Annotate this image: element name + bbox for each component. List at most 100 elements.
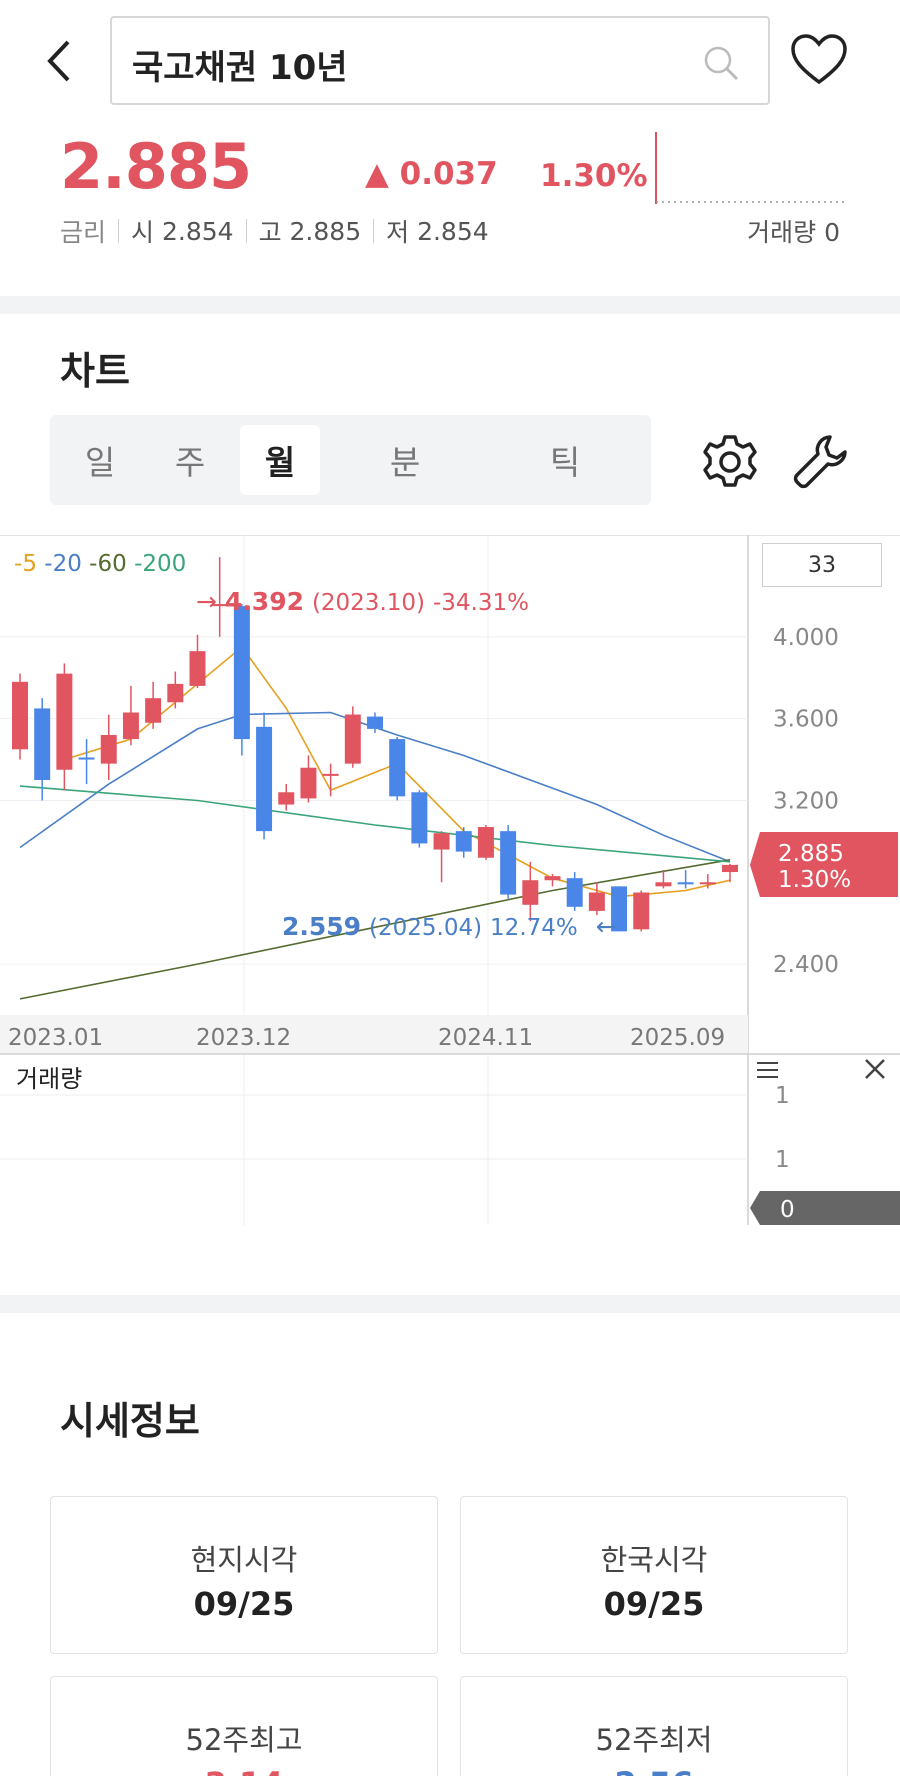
candle (100, 714, 117, 780)
candle (278, 784, 295, 811)
chevron-left-icon (47, 40, 70, 82)
candle-body (300, 767, 317, 799)
candle-body (256, 726, 273, 832)
close-icon[interactable] (865, 1059, 885, 1079)
info-card-value: 3.14 (51, 1765, 437, 1776)
legend-ma200-dash: - (134, 551, 142, 577)
candle (12, 673, 28, 760)
favorite-button[interactable] (790, 34, 848, 86)
candle (344, 706, 361, 768)
volume-summary: 거래량 0 (747, 213, 840, 249)
y-tick-label: 3.600 (773, 707, 839, 733)
price-change: ▲ 0.037 (365, 156, 498, 192)
info-card-value: 2.56 (461, 1765, 847, 1776)
open-label: 시 (131, 218, 155, 247)
x-tick-label: 2024.11 (438, 1025, 533, 1051)
ma-line-200 (19, 785, 731, 863)
top-bar: 국고채권 10년 (0, 0, 900, 120)
divider (118, 219, 120, 243)
volume-pane-title: 거래량 (16, 1065, 82, 1093)
candle (56, 663, 73, 791)
volume-tag-value: 0 (780, 1197, 795, 1223)
x-tick-label: 2023.12 (196, 1025, 291, 1051)
menu-icon[interactable] (757, 1062, 778, 1078)
legend-ma60: 60 (97, 551, 126, 577)
high-value: 2.885 (289, 216, 362, 246)
min-marker: 2.559 (2025.04) 12.74% ← (282, 912, 617, 941)
candle-body (722, 864, 738, 873)
tab-week[interactable]: 주 (174, 443, 206, 482)
divider (245, 219, 247, 243)
y-tick-label: 2.400 (773, 952, 839, 978)
y-tick-label: 4.000 (773, 625, 839, 651)
candle (233, 604, 250, 756)
volume-value-tag: 0 (750, 1191, 900, 1225)
min-arrow: ← (596, 912, 617, 941)
candle-body (389, 739, 406, 797)
candle (566, 872, 583, 911)
legend-ma200: 200 (142, 551, 186, 577)
candle (145, 681, 162, 729)
search-field[interactable]: 국고채권 10년 (110, 16, 770, 105)
back-button[interactable] (40, 36, 80, 86)
candle (477, 825, 494, 860)
info-card-label: 52주최저 (595, 1723, 713, 1757)
tab-day[interactable]: 일 (84, 443, 116, 482)
candle (611, 886, 628, 932)
candle (211, 557, 228, 637)
candle (389, 737, 406, 801)
candle (167, 671, 184, 709)
candle-body (78, 757, 95, 760)
candle-body (433, 833, 450, 850)
legend-ma5-dash: - (14, 551, 22, 577)
candle (633, 890, 650, 932)
chart-period-tabs: 일 주 월 분 틱 (50, 415, 651, 505)
candle-body (167, 683, 184, 703)
divider (373, 219, 375, 243)
info-card-local-time: 현지시각 09/25 (50, 1496, 438, 1654)
tab-minute[interactable]: 분 (389, 443, 421, 482)
candle (411, 790, 428, 848)
y-axis-ticks: 4.000 3.600 3.200 2.400 (773, 625, 839, 978)
candle (122, 685, 139, 746)
candle-body (100, 735, 117, 764)
candle-body (455, 831, 472, 852)
candle (256, 712, 273, 840)
section-divider (0, 1295, 900, 1313)
price-chart[interactable]: 4.000 3.600 3.200 2.400 -5 -20 -60 -200 → 4… (0, 535, 900, 1225)
candle-body (588, 892, 605, 911)
volume-tick-label: 1 (775, 1147, 790, 1173)
legend-ma20-dash: - (44, 551, 52, 577)
candle-body (477, 827, 494, 858)
volume-value: 0 (824, 218, 840, 247)
moving-averages (19, 645, 731, 1000)
max-date: (2023.10) (312, 590, 425, 616)
candle (189, 634, 206, 688)
tab-month[interactable]: 월 (240, 425, 320, 495)
info-card-value: 09/25 (193, 1585, 295, 1623)
candle (78, 739, 95, 785)
tab-tick[interactable]: 틱 (549, 443, 581, 482)
search-icon[interactable] (702, 44, 740, 82)
candle-body (278, 792, 295, 805)
min-date: (2025.04) (369, 915, 482, 941)
candle (655, 870, 672, 889)
chart-section-title: 차트 (60, 349, 130, 393)
open-value: 2.854 (161, 216, 234, 246)
current-price: 2.885 (60, 130, 252, 203)
period-count-input[interactable]: 33 (762, 543, 882, 587)
chart-tools-button[interactable] (790, 432, 850, 492)
info-card-label: 52주최고 (185, 1723, 303, 1757)
info-card-52w-low: 52주최저 2.56 (460, 1676, 848, 1776)
ma-legend: -5 -20 -60 -200 (14, 551, 186, 577)
volume-tag-bg (750, 1191, 900, 1225)
candle-body (611, 886, 628, 932)
high-label: 고 (258, 218, 282, 247)
volume-label: 거래량 (747, 218, 817, 247)
candle (300, 755, 317, 803)
candle (34, 698, 51, 801)
wrench-icon (793, 435, 847, 489)
candle-body (34, 708, 51, 780)
chart-settings-button[interactable] (700, 432, 760, 492)
